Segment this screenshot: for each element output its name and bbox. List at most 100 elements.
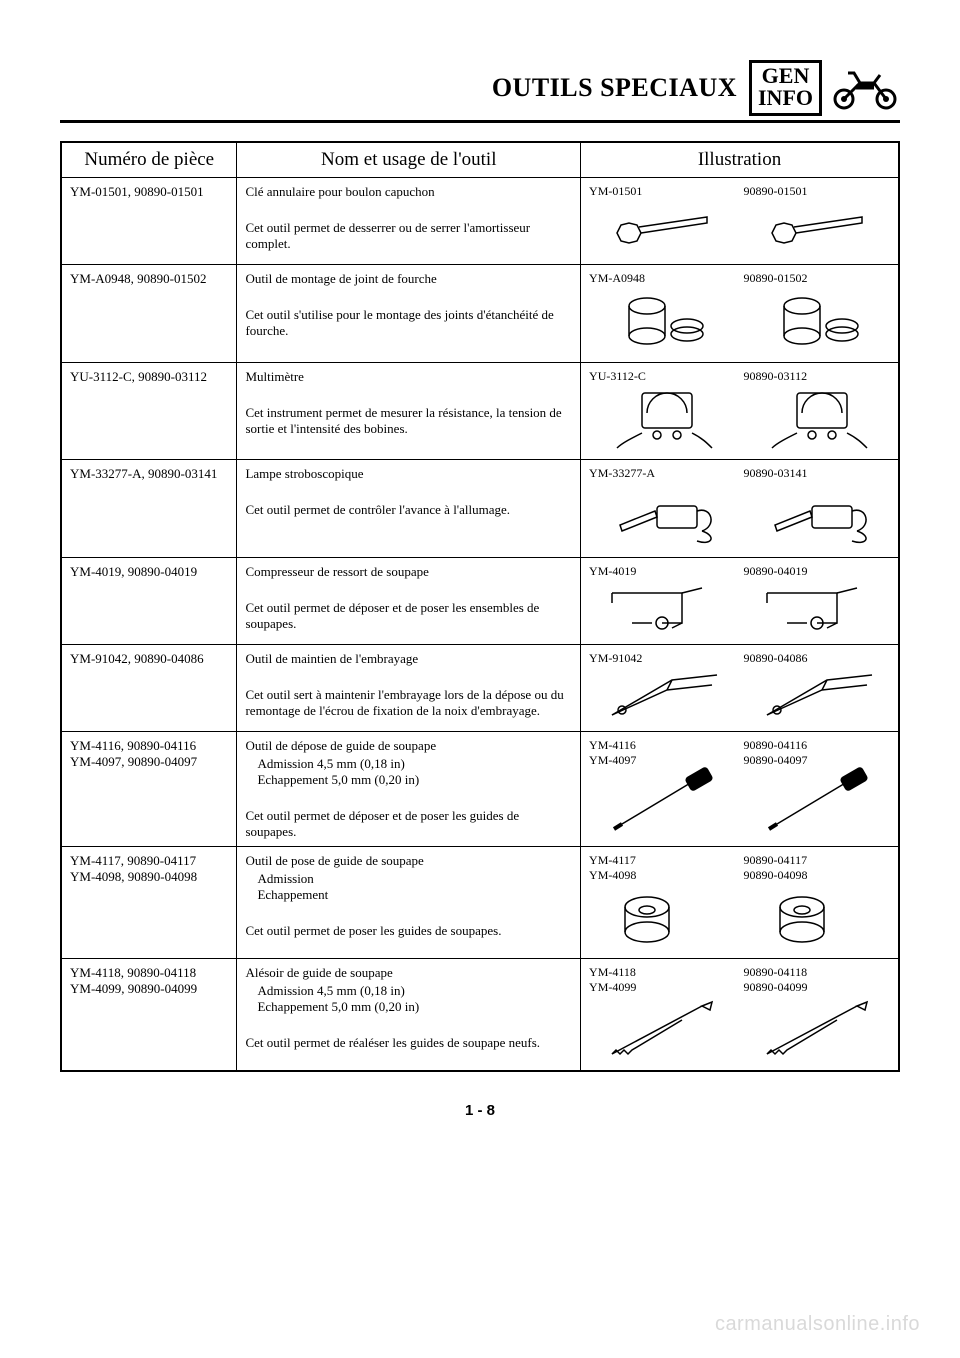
- tool-illustration-icon: [744, 882, 890, 952]
- cell-illustration: YM-4019 90890-04019: [581, 557, 899, 644]
- table-row: YM-33277-A, 90890-03141Lampe stroboscopi…: [61, 460, 899, 557]
- illustration-left: YM-A0948: [589, 271, 735, 355]
- cell-illustration: YM-33277-A 90890-03141: [581, 460, 899, 557]
- table-row: YM-4019, 90890-04019Compresseur de resso…: [61, 557, 899, 644]
- tool-illustration-icon: [744, 383, 890, 453]
- cell-part-number: YM-4116, 90890-04116 YM-4097, 90890-0409…: [61, 732, 237, 847]
- illustration-right: 90890-01501: [744, 184, 890, 258]
- illustration-label: YM-4019: [589, 564, 735, 578]
- illustration-left: YM-01501: [589, 184, 735, 258]
- illustration-label: 90890-03141: [744, 466, 890, 480]
- cell-tool-name: MultimètreCet instrument permet de mesur…: [237, 362, 581, 459]
- cell-tool-name: Outil de dépose de guide de soupape Admis…: [237, 732, 581, 847]
- illustration-label: YM-A0948: [589, 271, 735, 285]
- illustration-right: 90890-04117 90890-04098: [744, 853, 890, 952]
- tool-spec-line: Echappement 5,0 mm (0,20 in): [245, 772, 572, 788]
- cell-tool-name: Compresseur de ressort de soupape Cet out…: [237, 557, 581, 644]
- tool-name-text: Compresseur de ressort de soupape: [245, 564, 572, 580]
- tool-description: Cet outil permet de déposer et de poser …: [245, 600, 572, 632]
- illustration-label: YM-4116 YM-4097: [589, 738, 735, 767]
- tool-illustration-icon: [589, 882, 735, 952]
- illustration-label: YM-4117 YM-4098: [589, 853, 735, 882]
- tool-description: Cet outil permet de contrôler l'avance à…: [245, 502, 572, 518]
- illustration-label: YM-01501: [589, 184, 735, 198]
- page-header: OUTILS SPECIAUX GEN INFO: [60, 60, 900, 116]
- illustration-left: YM-4118 YM-4099: [589, 965, 735, 1064]
- tool-name-text: Clé annulaire pour boulon capuchon: [245, 184, 572, 200]
- tool-spec-line: Admission 4,5 mm (0,18 in): [245, 983, 572, 999]
- illustration-label: YM-91042: [589, 651, 735, 665]
- illustration-right: 90890-01502: [744, 271, 890, 355]
- tool-illustration-icon: [744, 767, 890, 837]
- illustration-left: YM-4117 YM-4098: [589, 853, 735, 952]
- tool-illustration-icon: [744, 578, 890, 638]
- cell-part-number: YM-4118, 90890-04118 YM-4099, 90890-0409…: [61, 959, 237, 1071]
- tool-name-text: Outil de maintien de l'embrayage: [245, 651, 572, 667]
- tool-spec-line: Echappement 5,0 mm (0,20 in): [245, 999, 572, 1015]
- illustration-label: 90890-04086: [744, 651, 890, 665]
- illustration-label: YM-33277-A: [589, 466, 735, 480]
- tool-name-text: Outil de montage de joint de fourche: [245, 271, 572, 287]
- cell-tool-name: Outil de montage de joint de fourche Cet …: [237, 265, 581, 362]
- table-row: YM-4117, 90890-04117 YM-4098, 90890-0409…: [61, 847, 899, 959]
- illustration-label: 90890-01502: [744, 271, 890, 285]
- page-title: OUTILS SPECIAUX: [492, 73, 737, 103]
- th-illustration: Illustration: [581, 142, 899, 178]
- cell-illustration: YM-A0948 90890-01502: [581, 265, 899, 362]
- cell-part-number: YM-A0948, 90890-01502: [61, 265, 237, 362]
- tool-spec-line: Admission: [245, 871, 572, 887]
- illustration-label: YM-4118 YM-4099: [589, 965, 735, 994]
- cell-illustration: YM-4118 YM-4099 90890-04118 90890-04099: [581, 959, 899, 1071]
- tool-illustration-icon: [744, 198, 890, 258]
- cell-illustration: YM-01501 90890-01501: [581, 178, 899, 265]
- tool-description: Cet instrument permet de mesurer la rési…: [245, 405, 572, 437]
- illustration-label: 90890-01501: [744, 184, 890, 198]
- tool-name-text: Outil de dépose de guide de soupape: [245, 738, 572, 754]
- gen-label: GEN: [758, 65, 813, 87]
- cell-tool-name: Outil de maintien de l'embrayage Cet outi…: [237, 644, 581, 731]
- illustration-right: 90890-03141: [744, 466, 890, 550]
- illustration-left: YU-3112-C: [589, 369, 735, 453]
- table-row: YU-3112-C, 90890-03112MultimètreCet inst…: [61, 362, 899, 459]
- cell-tool-name: Lampe stroboscopique Cet outil permet de …: [237, 460, 581, 557]
- tool-illustration-icon: [589, 286, 735, 356]
- cell-illustration: YM-91042 90890-04086: [581, 644, 899, 731]
- th-part: Numéro de pièce: [61, 142, 237, 178]
- tool-illustration-icon: [744, 481, 890, 551]
- tools-table: Numéro de pièce Nom et usage de l'outil …: [60, 141, 900, 1072]
- cell-tool-name: Alésoir de guide de soupapeAdmission 4,5…: [237, 959, 581, 1071]
- illustration-right: 90890-04086: [744, 651, 890, 725]
- tool-illustration-icon: [589, 767, 735, 837]
- table-row: YM-A0948, 90890-01502Outil de montage de…: [61, 265, 899, 362]
- illustration-left: YM-4019: [589, 564, 735, 638]
- illustration-right: 90890-03112: [744, 369, 890, 453]
- tool-illustration-icon: [589, 383, 735, 453]
- tool-illustration-icon: [744, 994, 890, 1064]
- cell-part-number: YM-01501, 90890-01501: [61, 178, 237, 265]
- tool-description: Cet outil s'utilise pour le montage des …: [245, 307, 572, 339]
- illustration-label: 90890-04117 90890-04098: [744, 853, 890, 882]
- tool-name-text: Lampe stroboscopique: [245, 466, 572, 482]
- tool-spec-line: Admission 4,5 mm (0,18 in): [245, 756, 572, 772]
- illustration-right: 90890-04116 90890-04097: [744, 738, 890, 837]
- illustration-label: 90890-04019: [744, 564, 890, 578]
- tool-name-text: Outil de pose de guide de soupape: [245, 853, 572, 869]
- cell-illustration: YM-4116 YM-4097 90890-04116 90890-04097: [581, 732, 899, 847]
- tool-description: Cet outil sert à maintenir l'embrayage l…: [245, 687, 572, 719]
- cell-tool-name: Clé annulaire pour boulon capuchonCet ou…: [237, 178, 581, 265]
- th-name: Nom et usage de l'outil: [237, 142, 581, 178]
- tool-illustration-icon: [589, 481, 735, 551]
- tool-illustration-icon: [589, 198, 735, 258]
- cell-part-number: YM-91042, 90890-04086: [61, 644, 237, 731]
- cell-illustration: YM-4117 YM-4098 90890-04117 90890-04098: [581, 847, 899, 959]
- cell-part-number: YM-4019, 90890-04019: [61, 557, 237, 644]
- table-row: YM-4118, 90890-04118 YM-4099, 90890-0409…: [61, 959, 899, 1071]
- gen-info-badge: GEN INFO: [749, 60, 822, 116]
- cell-part-number: YM-33277-A, 90890-03141: [61, 460, 237, 557]
- watermark: carmanualsonline.info: [715, 1313, 920, 1336]
- cell-illustration: YU-3112-C90890-03112: [581, 362, 899, 459]
- illustration-right: 90890-04118 90890-04099: [744, 965, 890, 1064]
- table-row: YM-4116, 90890-04116 YM-4097, 90890-0409…: [61, 732, 899, 847]
- illustration-label: 90890-04118 90890-04099: [744, 965, 890, 994]
- tool-description: Cet outil permet de réaléser les guides …: [245, 1035, 572, 1051]
